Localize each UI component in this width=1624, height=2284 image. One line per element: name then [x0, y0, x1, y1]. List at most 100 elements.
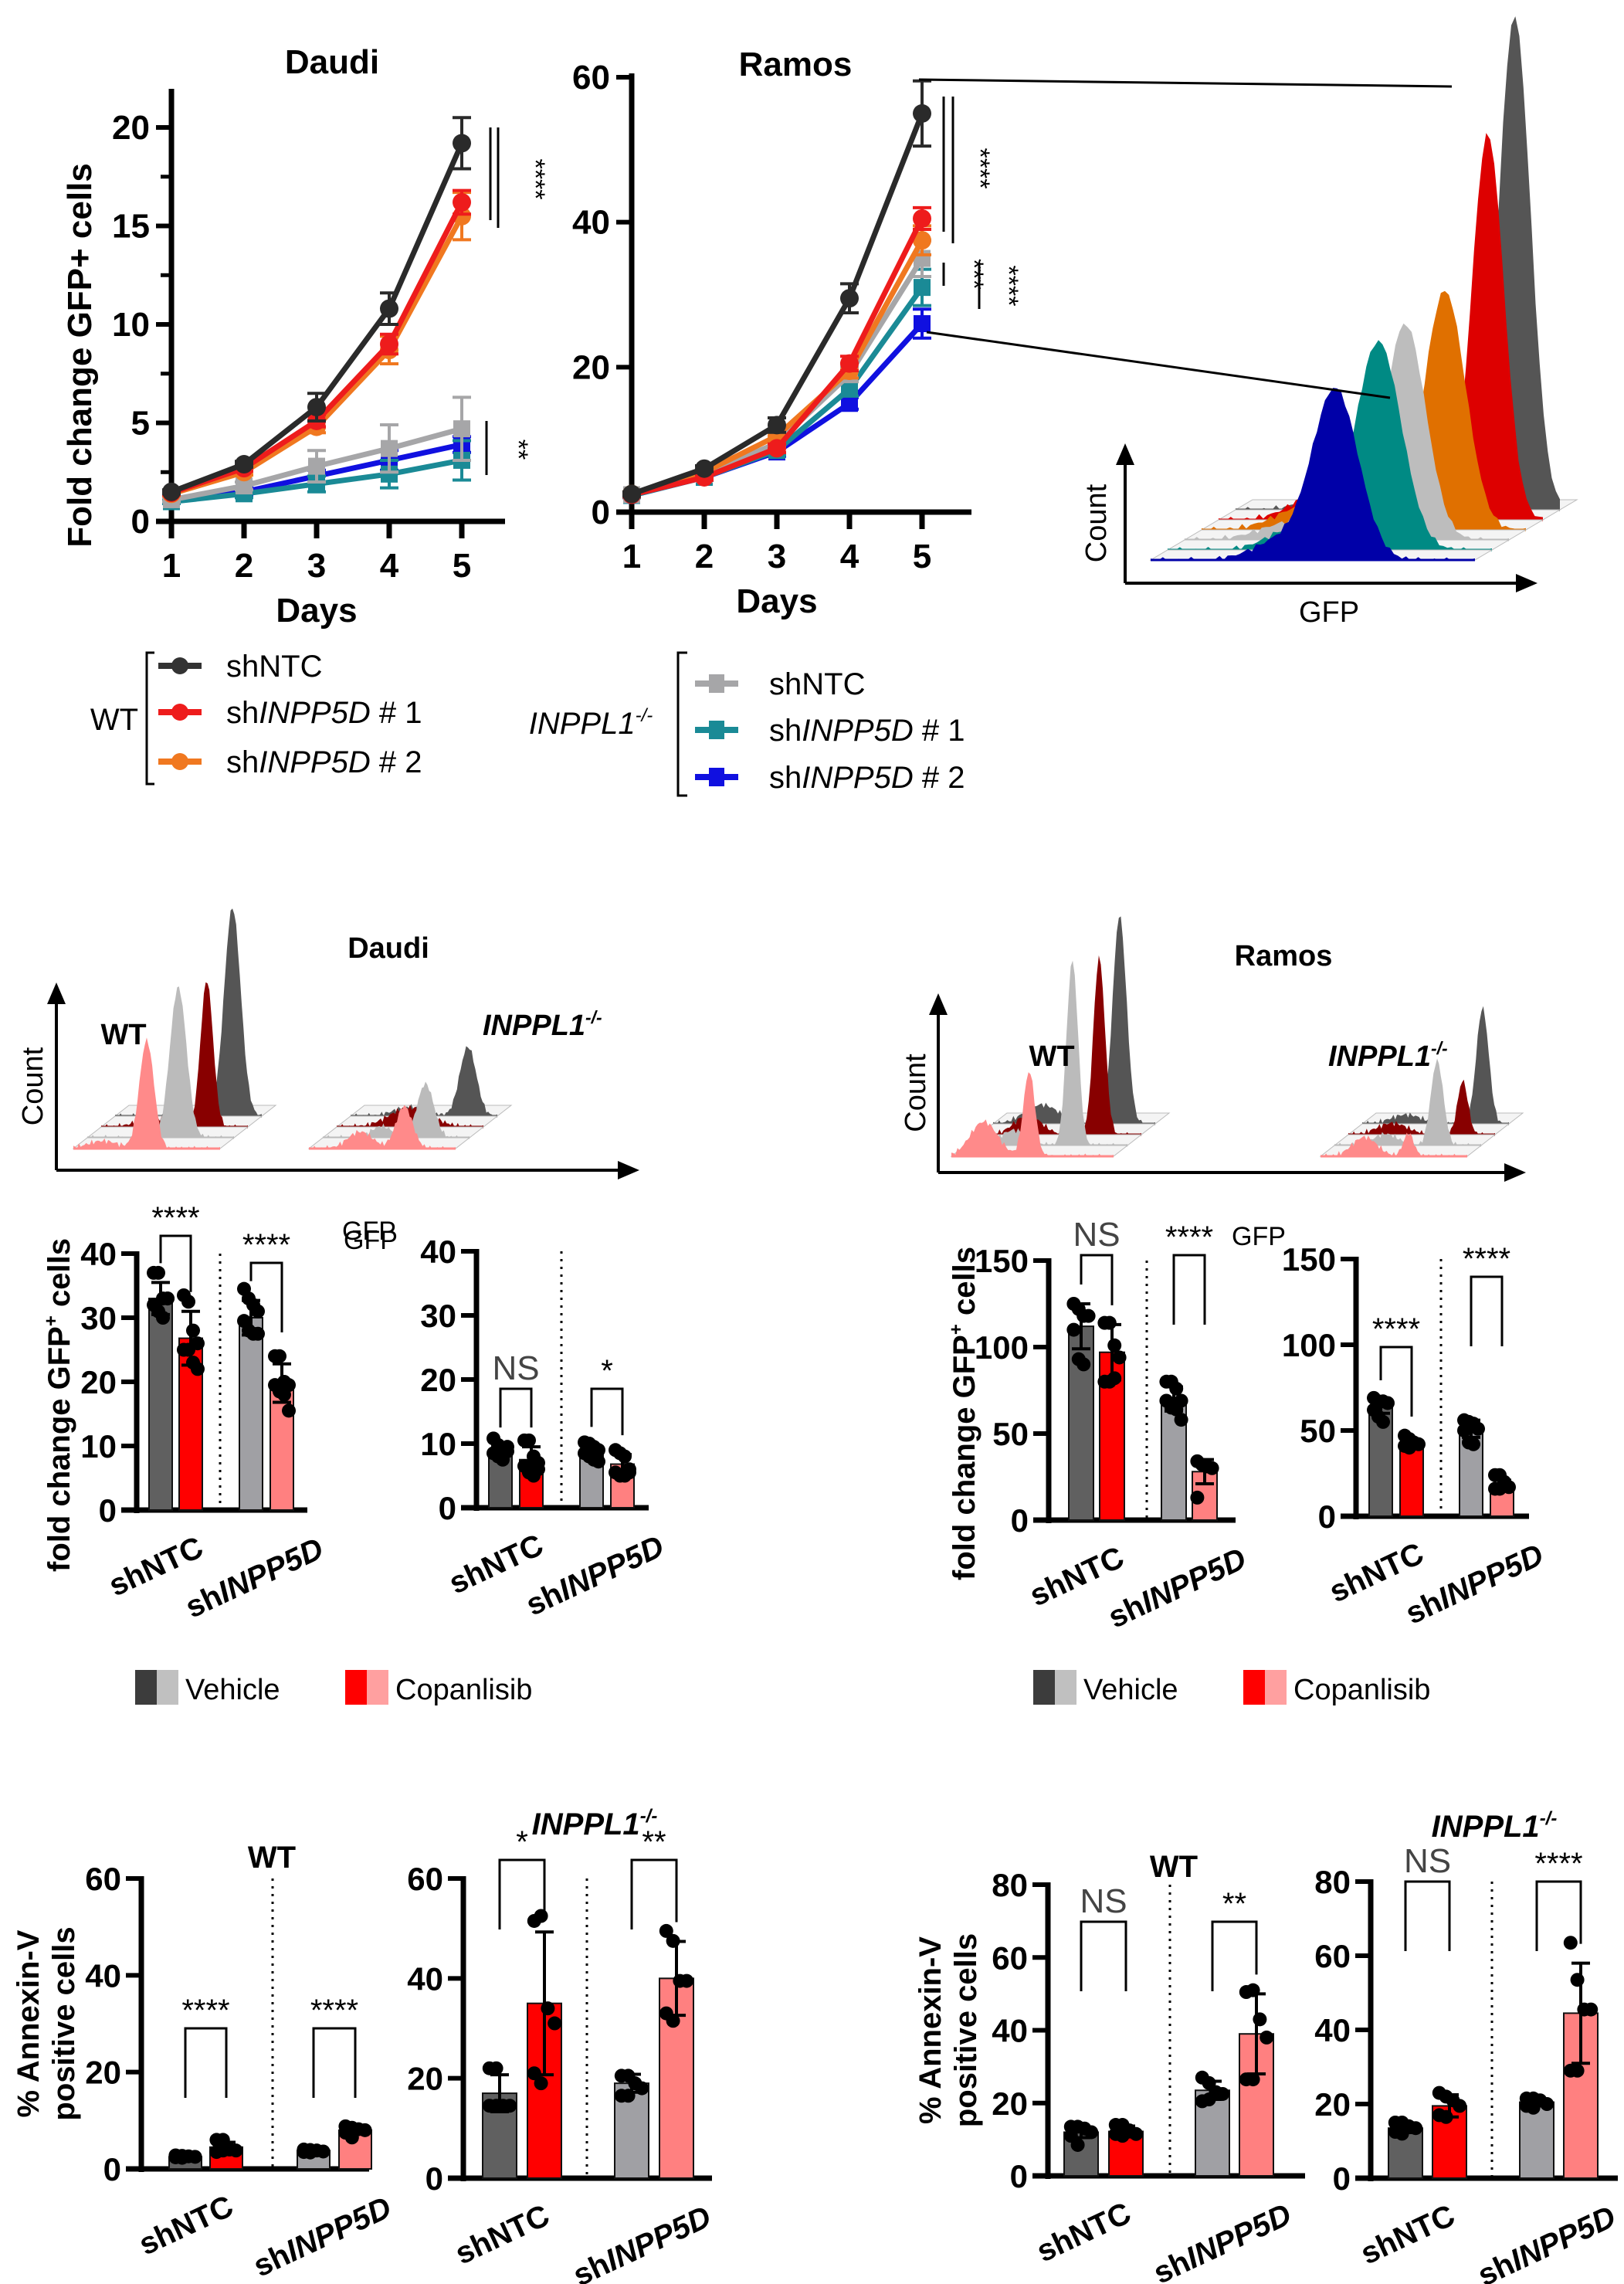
data-point [1471, 1421, 1485, 1436]
y-tick-label: 100 [1282, 1327, 1336, 1363]
histogram-title: Daudi [348, 932, 429, 965]
gfp-label: GFP [1232, 1222, 1286, 1251]
significance-shntc: **** [181, 1994, 230, 2098]
bar [148, 1298, 173, 1511]
category-label: shINPP5D [521, 1529, 670, 1623]
data-point [277, 1387, 291, 1402]
legend-item: shINPP5D # 1 [158, 696, 422, 730]
bar-shntc-vehicle [482, 2061, 517, 2179]
legend-item: shINPP5D # 2 [158, 745, 422, 779]
data-point [1202, 2092, 1216, 2107]
histogram-growth-ramos: Count GFP [1080, 16, 1578, 629]
sig-bracket [630, 1858, 678, 1929]
data-point [500, 1440, 514, 1454]
data-point [841, 380, 858, 398]
chart-annexin-daudi-wt: 0 20 40 60 **** **** shNTC shINPP5D % Annexin-V p… [12, 1841, 396, 2284]
data-point [186, 1323, 200, 1338]
text-part: INPP5D [601, 2200, 717, 2278]
sig-bracket [1379, 1346, 1413, 1417]
y-tick-label: 5 [131, 405, 150, 443]
sig-bracket [1404, 1880, 1451, 1951]
series-wt-shntc [622, 79, 931, 504]
sig-bracket [249, 1261, 283, 1332]
data-point [1205, 1461, 1219, 1475]
bar-shinpp5d-vehicle [578, 1435, 605, 1509]
data-point [1526, 2100, 1541, 2115]
sig-label: **** [994, 266, 1023, 307]
bar-shntc-vehicle [1066, 1297, 1096, 1521]
data-point [1457, 1424, 1471, 1437]
text-part: INPP5D [259, 745, 371, 779]
data-point [1169, 1381, 1184, 1396]
category-label: shINPP5D [568, 2200, 717, 2284]
data-point [1112, 1350, 1127, 1365]
arrow-right-icon [1504, 1163, 1526, 1182]
data-point [618, 1449, 632, 1464]
histogram-layer [993, 916, 1155, 1124]
legend-label: Copanlisib [1293, 1674, 1430, 1706]
sig-bracket [1080, 1254, 1114, 1305]
legend-label: Vehicle [185, 1674, 280, 1706]
text-part: # 1 [371, 696, 422, 730]
legend-swatch [345, 1670, 367, 1705]
x-tick-label: 5 [453, 547, 471, 585]
category-label: shINPP5D [1148, 2197, 1297, 2284]
legend-label: shNTC [226, 650, 322, 684]
category-label: shNTC [134, 2189, 238, 2262]
ko-label: INPPL1-/- [1328, 1038, 1448, 1073]
arrow-up-icon [1116, 443, 1134, 465]
text-part: sh [769, 761, 802, 795]
data-point [453, 134, 471, 153]
y-axis-label: fold change GFP+ cells [946, 1247, 982, 1580]
arrow-right-icon [1516, 574, 1538, 592]
y-tick-label: 80 [1314, 1864, 1351, 1900]
text-part: -/- [585, 1007, 602, 1027]
y-tick-label: 60 [992, 1940, 1028, 1976]
bar-shinpp5d-copanlisib [268, 1349, 296, 1512]
sig-label: *** [959, 259, 988, 290]
category-label: shINPP5D [181, 1532, 329, 1625]
significance-shntc: **** [1372, 1312, 1420, 1417]
legend-label: shINPP5D # 2 [769, 761, 965, 795]
category-label: shNTC [450, 2198, 554, 2271]
text-part: fold change GFP [948, 1335, 982, 1580]
bar-shntc-copanlisib [177, 1288, 205, 1512]
data-point [768, 416, 786, 435]
bar-shntc-copanlisib [517, 1433, 545, 1509]
data-point [840, 289, 859, 308]
x-tick-label: 1 [162, 547, 181, 585]
y-tick-label: 60 [572, 59, 610, 97]
data-point [161, 1291, 175, 1306]
bar-shinpp5d-copanlisib [1190, 1454, 1219, 1522]
wt-label: WT [1029, 1040, 1074, 1073]
bar-shinpp5d-copanlisib [338, 2119, 372, 2170]
legend-swatch [1265, 1670, 1287, 1705]
bar-shntc-vehicle [147, 1265, 175, 1511]
data-point [1466, 1437, 1480, 1451]
x-tick-label: 3 [307, 547, 326, 585]
histogram-layer [951, 1072, 1114, 1156]
data-point [381, 465, 398, 483]
chart-title: WT [248, 1841, 296, 1875]
data-point [1102, 1315, 1117, 1330]
data-point [1190, 1490, 1205, 1505]
y-tick-label: 20 [1314, 2086, 1351, 2123]
data-point [1260, 2030, 1274, 2045]
chart-title: INPPL1-/- [532, 1806, 658, 1841]
text-part: INPP5D [1505, 2200, 1621, 2278]
chart-annexin-ramos-ko: 0 20 40 60 80 NS **** shNTC shINPP5D INPPL1-/- [1314, 1808, 1621, 2284]
data-point [1174, 1413, 1188, 1427]
data-point [548, 2016, 562, 2031]
y-tick-label: 40 [420, 1234, 456, 1270]
category-label: shNTC [1032, 2196, 1136, 2269]
sig-bracket [184, 2027, 228, 2098]
histogram-layer [1348, 1079, 1495, 1135]
y-axis-label: % Annexin-V [12, 1929, 46, 2117]
y-tick-label: 20 [420, 1362, 456, 1398]
y-tick-label: 30 [80, 1300, 117, 1336]
y-tick-label: 50 [1300, 1413, 1336, 1449]
text-part: INPP5D [802, 761, 914, 795]
text-part: cells [948, 1247, 982, 1324]
